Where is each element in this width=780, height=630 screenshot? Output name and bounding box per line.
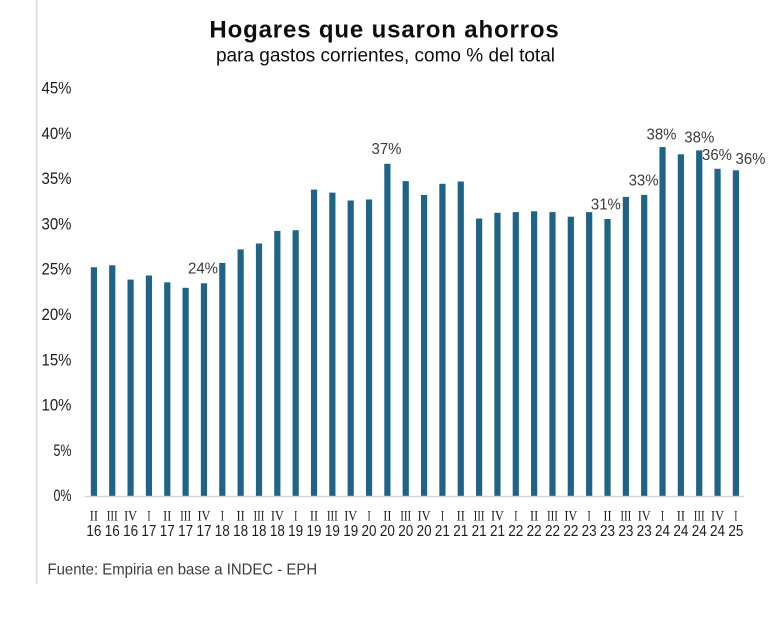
svg-text:21: 21 (472, 523, 487, 540)
svg-text:20%: 20% (42, 306, 72, 324)
svg-text:38%: 38% (647, 127, 677, 144)
svg-text:III: III (694, 509, 705, 525)
svg-text:17: 17 (196, 523, 211, 540)
svg-text:I: I (514, 509, 517, 525)
svg-text:19: 19 (307, 523, 322, 540)
svg-text:21: 21 (453, 523, 468, 540)
svg-text:16: 16 (86, 523, 101, 540)
svg-text:35%: 35% (42, 170, 72, 188)
svg-text:19: 19 (288, 523, 303, 540)
svg-text:IV: IV (564, 509, 577, 525)
svg-text:II: II (457, 509, 465, 525)
svg-text:I: I (588, 509, 591, 525)
svg-text:III: III (547, 509, 558, 525)
svg-text:16: 16 (105, 523, 120, 540)
svg-text:II: II (603, 509, 611, 525)
svg-text:22: 22 (545, 523, 560, 540)
svg-text:III: III (400, 509, 411, 525)
svg-text:I: I (441, 509, 444, 525)
svg-text:III: III (474, 509, 485, 525)
svg-text:II: II (383, 509, 391, 525)
svg-text:IV: IV (197, 509, 210, 525)
svg-text:Hogares que usaron ahorros: Hogares que usaron ahorros (209, 17, 559, 44)
svg-text:18: 18 (215, 523, 230, 540)
svg-text:18: 18 (270, 523, 285, 540)
svg-text:22: 22 (508, 523, 523, 540)
svg-text:IV: IV (344, 509, 357, 525)
svg-text:I: I (734, 509, 737, 525)
svg-text:24: 24 (692, 523, 707, 540)
svg-text:24: 24 (673, 523, 688, 540)
svg-text:23: 23 (618, 523, 633, 540)
svg-text:33%: 33% (629, 173, 659, 190)
svg-text:37%: 37% (372, 141, 402, 158)
svg-text:30%: 30% (42, 215, 72, 233)
svg-text:17: 17 (178, 523, 193, 540)
svg-text:17: 17 (141, 523, 156, 540)
svg-text:18: 18 (251, 523, 266, 540)
svg-text:21: 21 (490, 523, 505, 540)
svg-text:25%: 25% (42, 261, 72, 279)
svg-text:20: 20 (398, 523, 413, 540)
svg-text:III: III (180, 509, 191, 525)
svg-text:I: I (221, 509, 224, 525)
svg-text:16: 16 (123, 523, 138, 540)
svg-text:II: II (530, 509, 538, 525)
svg-text:III: III (620, 509, 631, 525)
svg-text:17: 17 (160, 523, 175, 540)
svg-text:24: 24 (710, 523, 725, 540)
svg-text:21: 21 (435, 523, 450, 540)
svg-text:38%: 38% (684, 130, 714, 147)
svg-text:45%: 45% (42, 80, 72, 98)
svg-text:IV: IV (271, 509, 284, 525)
svg-text:II: II (163, 509, 171, 525)
svg-text:31%: 31% (591, 197, 621, 214)
svg-text:I: I (294, 509, 297, 525)
svg-text:24%: 24% (188, 261, 218, 278)
svg-text:18: 18 (233, 523, 248, 540)
svg-text:25: 25 (728, 523, 743, 540)
svg-text:10%: 10% (42, 397, 72, 415)
svg-text:23: 23 (582, 523, 597, 540)
svg-text:IV: IV (418, 509, 431, 525)
svg-text:0%: 0% (54, 487, 72, 505)
svg-text:36%: 36% (736, 151, 766, 168)
svg-text:III: III (327, 509, 338, 525)
svg-text:I: I (147, 509, 150, 525)
svg-text:III: III (107, 509, 118, 525)
svg-text:23: 23 (637, 523, 652, 540)
svg-text:III: III (253, 509, 264, 525)
svg-text:20: 20 (362, 523, 377, 540)
svg-text:19: 19 (343, 523, 358, 540)
svg-text:20: 20 (380, 523, 395, 540)
svg-text:IV: IV (491, 509, 504, 525)
svg-text:II: II (237, 509, 245, 525)
svg-text:II: II (310, 509, 318, 525)
svg-text:I: I (661, 509, 664, 525)
svg-text:II: II (677, 509, 685, 525)
svg-text:IV: IV (711, 509, 724, 525)
svg-text:20: 20 (417, 523, 432, 540)
svg-text:Fuente: Empiria en base a INDE: Fuente: Empiria en base a INDEC - EPH (48, 562, 318, 579)
svg-text:19: 19 (325, 523, 340, 540)
svg-text:24: 24 (655, 523, 670, 540)
svg-text:IV: IV (124, 509, 137, 525)
svg-text:II: II (90, 509, 98, 525)
svg-text:22: 22 (563, 523, 578, 540)
svg-text:15%: 15% (42, 351, 72, 369)
svg-text:5%: 5% (54, 442, 72, 460)
svg-text:23: 23 (600, 523, 615, 540)
svg-text:para gastos corrientes, como %: para gastos corrientes, como % del total (216, 46, 555, 67)
svg-text:40%: 40% (42, 125, 72, 143)
svg-text:IV: IV (638, 509, 651, 525)
svg-text:I: I (367, 509, 370, 525)
svg-text:36%: 36% (702, 147, 732, 164)
svg-text:22: 22 (527, 523, 542, 540)
